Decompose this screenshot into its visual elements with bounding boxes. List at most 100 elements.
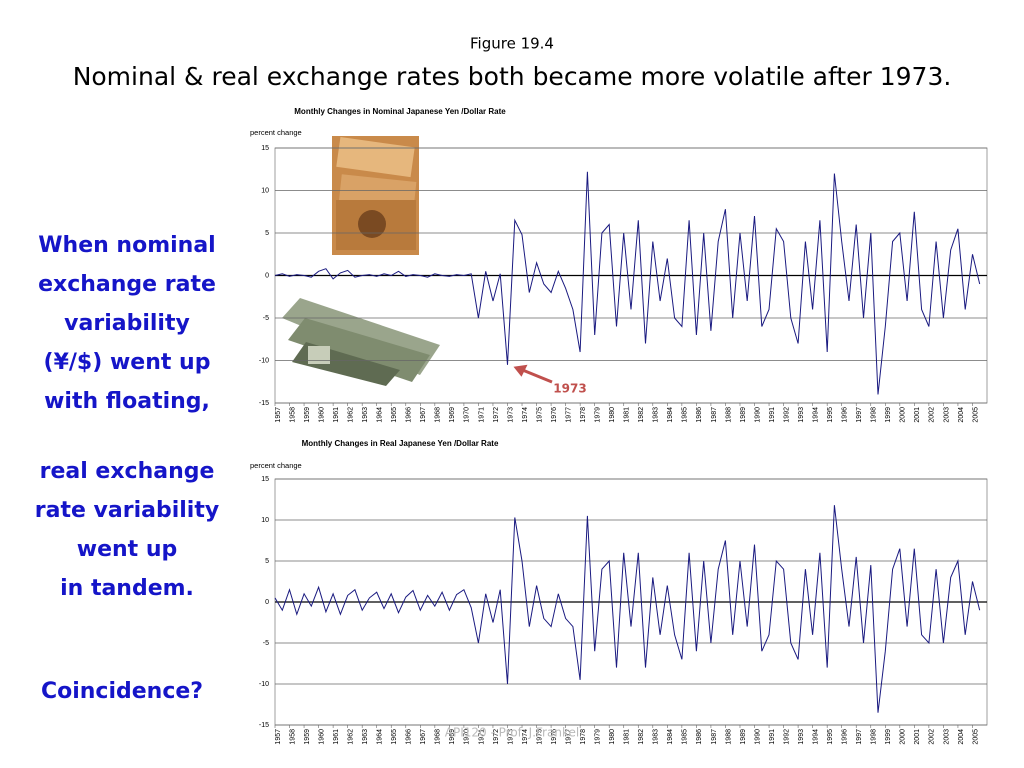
x-tick-label: 2003 <box>943 729 950 745</box>
x-tick-label: 1980 <box>609 729 616 745</box>
x-tick-label: 1989 <box>740 729 747 745</box>
annotation-text: 1973 <box>553 382 586 396</box>
x-tick-label: 1962 <box>347 407 354 423</box>
y-tick-label: 5 <box>265 558 269 565</box>
x-tick-label: 1971 <box>478 729 485 745</box>
x-tick-label: 1980 <box>609 407 616 423</box>
y-tick-label: -15 <box>259 400 269 407</box>
x-tick-label: 1984 <box>667 729 674 745</box>
y-tick-label: 10 <box>261 187 269 194</box>
figure-label: Figure 19.4 <box>470 35 554 53</box>
x-tick-label: 1997 <box>856 407 863 423</box>
x-tick-label: 1998 <box>871 407 878 423</box>
x-tick-label: 1990 <box>754 729 761 745</box>
x-tick-label: 2001 <box>914 407 921 423</box>
x-tick-label: 1989 <box>740 407 747 423</box>
x-tick-label: 1957 <box>275 407 282 423</box>
x-tick-label: 1979 <box>595 407 602 423</box>
y-tick-label: -5 <box>263 640 269 647</box>
x-tick-label: 1987 <box>711 407 718 423</box>
x-tick-label: 1987 <box>711 729 718 745</box>
y-axis-label: percent change <box>250 128 302 137</box>
chart-title: Monthly Changes in Real Japanese Yen /Do… <box>302 439 499 448</box>
x-tick-label: 1985 <box>682 407 689 423</box>
x-tick-label: 2005 <box>972 407 979 423</box>
x-tick-label: 1962 <box>347 729 354 745</box>
side-text-line: went up <box>77 537 178 562</box>
x-tick-label: 1975 <box>536 729 543 745</box>
side-question: Coincidence? <box>41 679 203 704</box>
x-tick-label: 1963 <box>362 729 369 745</box>
chart: Monthly Changes in Nominal Japanese Yen … <box>250 107 988 423</box>
y-tick-label: -15 <box>259 722 269 729</box>
side-text-line: real exchange <box>40 459 215 484</box>
x-tick-label: 1997 <box>856 729 863 745</box>
x-tick-label: 1970 <box>464 407 471 423</box>
x-tick-label: 2002 <box>929 729 936 745</box>
annotation-arrow <box>518 367 553 384</box>
x-tick-label: 1960 <box>318 729 325 745</box>
dollar-text-block: When nominal exchange rate variability (¥/$… <box>35 233 219 704</box>
x-tick-label: 1995 <box>827 407 834 423</box>
x-tick-label: 1963 <box>362 407 369 423</box>
x-tick-label: 1972 <box>493 407 500 423</box>
x-tick-label: 1985 <box>682 729 689 745</box>
chart-title: Monthly Changes in Nominal Japanese Yen … <box>294 107 506 116</box>
data-line <box>274 171 981 395</box>
x-tick-label: 1974 <box>522 729 529 745</box>
x-tick-label: 1991 <box>769 729 776 745</box>
x-tick-label: 1992 <box>783 407 790 423</box>
y-tick-label: 5 <box>265 230 269 237</box>
x-tick-label: 1993 <box>798 407 805 423</box>
x-tick-label: 1975 <box>536 407 543 423</box>
x-tick-label: 1994 <box>812 407 819 423</box>
x-tick-label: 1981 <box>624 407 631 423</box>
x-tick-label: 1992 <box>783 729 790 745</box>
x-tick-label: 1968 <box>435 729 442 745</box>
annotation-arrowhead <box>513 364 528 377</box>
x-tick-label: 1983 <box>653 729 660 745</box>
x-tick-label: 1988 <box>725 407 732 423</box>
x-tick-label: 1960 <box>318 407 325 423</box>
x-tick-label: 1971 <box>478 407 485 423</box>
x-tick-label: 1993 <box>798 729 805 745</box>
x-tick-label: 1998 <box>871 729 878 745</box>
x-tick-label: 1964 <box>377 729 384 745</box>
y-tick-label: -10 <box>259 357 269 364</box>
x-tick-label: 1974 <box>522 407 529 423</box>
x-tick-label: 1986 <box>696 729 703 745</box>
x-tick-label: 1958 <box>289 407 296 423</box>
x-tick-label: 1982 <box>638 729 645 745</box>
x-tick-label: 2000 <box>900 729 907 745</box>
x-tick-label: 1966 <box>406 729 413 745</box>
x-tick-label: 1959 <box>304 407 311 423</box>
x-tick-label: 1977 <box>565 407 572 423</box>
x-tick-label: 2001 <box>914 729 921 745</box>
side-text-line: exchange rate <box>38 272 216 297</box>
y-tick-label: 15 <box>261 145 269 152</box>
x-tick-label: 1982 <box>638 407 645 423</box>
y-axis-label: percent change <box>250 461 302 470</box>
x-tick-label: 1994 <box>812 729 819 745</box>
x-tick-label: 2004 <box>958 729 965 745</box>
dollar-image <box>282 298 440 386</box>
side-text-line: with floating, <box>44 389 210 414</box>
x-tick-label: 1976 <box>551 729 558 745</box>
x-tick-label: 1972 <box>493 729 500 745</box>
x-tick-label: 1966 <box>406 407 413 423</box>
x-tick-label: 1981 <box>624 729 631 745</box>
y-tick-label: 15 <box>261 476 269 483</box>
y-tick-label: 0 <box>265 599 269 606</box>
x-tick-label: 1983 <box>653 407 660 423</box>
x-tick-label: 1964 <box>377 407 384 423</box>
side-text-line: (¥/$) went up <box>44 350 211 375</box>
x-tick-label: 1965 <box>391 729 398 745</box>
x-tick-label: 2005 <box>972 729 979 745</box>
x-tick-label: 1969 <box>449 729 456 745</box>
x-tick-label: 1988 <box>725 729 732 745</box>
y-tick-label: 10 <box>261 517 269 524</box>
x-tick-label: 2000 <box>900 407 907 423</box>
x-tick-label: 1976 <box>551 407 558 423</box>
x-tick-label: 1995 <box>827 729 834 745</box>
